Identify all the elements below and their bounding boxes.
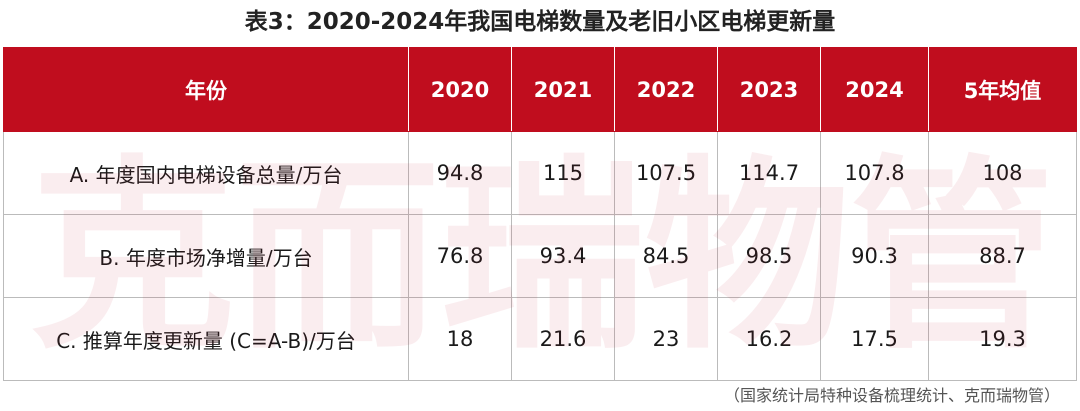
table-cell: 94.8 xyxy=(408,131,512,215)
table-cell: 84.5 xyxy=(614,214,718,298)
source-note: （国家统计局特种设备梳理统计、克而瑞物管） xyxy=(723,386,1060,405)
header-5yr-average: 5年均值 xyxy=(928,47,1077,132)
table-cell: 16.2 xyxy=(717,297,821,381)
table-row: C. 推算年度更新量 (C=A-B)/万台 18 21.6 23 16.2 17… xyxy=(3,297,1077,381)
table-row: A. 年度国内电梯设备总量/万台 94.8 115 107.5 114.7 10… xyxy=(3,131,1077,215)
row-label-net-increase: B. 年度市场净增量/万台 xyxy=(3,214,409,298)
table-cell: 114.7 xyxy=(717,131,821,215)
table-cell: 76.8 xyxy=(408,214,512,298)
table-cell: 23 xyxy=(614,297,718,381)
header-2022: 2022 xyxy=(614,47,718,132)
elevator-data-table: 年份 2020 2021 2022 2023 2024 5年均值 A. 年度国内… xyxy=(3,47,1077,381)
header-year-label: 年份 xyxy=(3,47,409,132)
table-cell: 108 xyxy=(928,131,1077,215)
header-2023: 2023 xyxy=(717,47,821,132)
header-2020: 2020 xyxy=(408,47,512,132)
table-header-row: 年份 2020 2021 2022 2023 2024 5年均值 xyxy=(3,47,1077,132)
table-cell: 115 xyxy=(511,131,615,215)
table-cell: 19.3 xyxy=(928,297,1077,381)
table-cell: 107.5 xyxy=(614,131,718,215)
table-title: 表3：2020-2024年我国电梯数量及老旧小区电梯更新量 xyxy=(244,9,836,35)
row-label-estimated-renewal: C. 推算年度更新量 (C=A-B)/万台 xyxy=(3,297,409,381)
table-cell: 21.6 xyxy=(511,297,615,381)
row-label-total-elevators: A. 年度国内电梯设备总量/万台 xyxy=(3,131,409,215)
header-2021: 2021 xyxy=(511,47,615,132)
table-cell: 93.4 xyxy=(511,214,615,298)
table-cell: 18 xyxy=(408,297,512,381)
table-row: B. 年度市场净增量/万台 76.8 93.4 84.5 98.5 90.3 8… xyxy=(3,214,1077,298)
table-cell: 17.5 xyxy=(820,297,929,381)
header-2024: 2024 xyxy=(820,47,929,132)
table-cell: 98.5 xyxy=(717,214,821,298)
table-cell: 107.8 xyxy=(820,131,929,215)
table-cell: 90.3 xyxy=(820,214,929,298)
table-cell: 88.7 xyxy=(928,214,1077,298)
